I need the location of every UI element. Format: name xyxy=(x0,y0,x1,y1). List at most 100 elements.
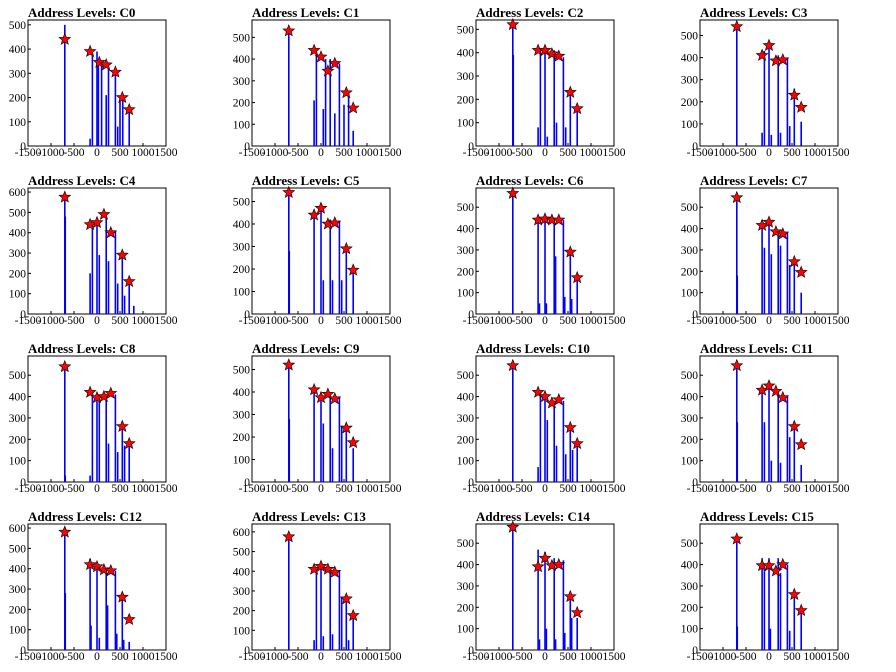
peak-marker xyxy=(570,605,584,619)
peak-marker xyxy=(314,559,328,572)
chart-title: Address Levels: C0 xyxy=(28,5,135,20)
chart-svg: Address Levels: C6-1500-1000 -500 0 500 1000… xyxy=(457,173,626,327)
y-tick-label: 200 xyxy=(457,94,475,106)
peak-marker xyxy=(570,270,584,284)
y-tick-label: 400 xyxy=(9,564,27,576)
subplot-c13: Address Levels: C13 -1500 -1000 -500 0 500 100… xyxy=(224,504,448,672)
y-tick-label: 0 xyxy=(468,309,474,321)
chart-svg: Address Levels: C1-1500-1000 -500 0 500 1000… xyxy=(233,5,402,159)
chart-title: Address Levels: C2 xyxy=(476,5,583,20)
peak-marker xyxy=(730,19,744,33)
peak-marker xyxy=(755,48,769,61)
y-tick-label: 500 xyxy=(9,207,27,219)
y-tick-label: 100 xyxy=(9,117,27,129)
x-tick-label: 1500 xyxy=(827,315,850,327)
peak-marker xyxy=(58,190,72,203)
x-tick-label: 0 xyxy=(318,483,324,495)
x-tick-label: -1500 xyxy=(687,483,714,495)
y-tick-label: 500 xyxy=(233,32,251,44)
peak-marker xyxy=(787,587,801,600)
chart-svg: Address Levels: C3-1500-1000 -500 0 500 1000… xyxy=(681,5,850,159)
peak-marker xyxy=(115,419,129,432)
y-tick-label: 100 xyxy=(233,287,251,299)
peak-marker xyxy=(730,532,744,545)
y-tick-label: 0 xyxy=(20,309,26,321)
peak-marker xyxy=(92,55,106,68)
chart-title: Address Levels: C6 xyxy=(476,173,584,188)
chart-title: Address Levels: C12 xyxy=(28,509,142,524)
peak-marker xyxy=(97,562,111,576)
x-tick-label: 0 xyxy=(542,651,548,663)
chart-svg: Address Levels: C11-1500-1000 -500 0 500 100… xyxy=(681,341,850,495)
y-tick-label: 200 xyxy=(233,606,251,618)
y-tick-label: 0 xyxy=(468,477,474,489)
x-tick-label: -1500 xyxy=(239,147,266,159)
peak-marker xyxy=(115,90,129,104)
x-tick-label: 500 xyxy=(783,651,801,663)
subplot-c2: Address Levels: C2 -1500 -1000 -500 0 500 1000… xyxy=(448,0,672,168)
peak-marker xyxy=(776,557,790,571)
x-tick-label: 500 xyxy=(111,651,129,663)
peak-marker xyxy=(339,85,353,99)
y-tick-label: 300 xyxy=(457,581,475,593)
peak-marker xyxy=(538,389,552,403)
peak-marker xyxy=(563,589,577,603)
subplot-c10: Address Levels: C10 -1500 -1000 -500 0 500 100… xyxy=(448,336,672,504)
subplot-c6: Address Levels: C6 -1500 -1000 -500 0 500 1000… xyxy=(448,168,672,336)
x-tick-label: -1000 xyxy=(38,651,65,663)
y-tick-label: 100 xyxy=(457,456,475,468)
y-tick-label: 200 xyxy=(681,97,699,109)
peak-marker xyxy=(321,562,335,575)
peak-marker xyxy=(339,421,353,434)
y-tick-label: 200 xyxy=(9,434,27,446)
x-tick-label: 1000 xyxy=(132,651,155,663)
x-tick-label: 1500 xyxy=(827,483,850,495)
peak-marker xyxy=(90,215,104,229)
x-tick-label: 1000 xyxy=(804,315,827,327)
x-tick-label: -1500 xyxy=(15,483,42,495)
x-tick-label: 1500 xyxy=(827,147,850,159)
x-tick-label: 0 xyxy=(766,315,772,327)
y-tick-label: 200 xyxy=(9,604,27,616)
chart-svg: Address Levels: C5-1500-1000 -500 0 500 1000… xyxy=(233,173,402,327)
x-tick-label: 500 xyxy=(559,483,577,495)
x-tick-label: 500 xyxy=(559,651,577,663)
subplot-c9: Address Levels: C9 -1500 -1000 -500 0 500 1000… xyxy=(224,336,448,504)
subplot-c0: Address Levels: C0 -1500 -1000 -500 0 500 1000… xyxy=(0,0,224,168)
peak-marker xyxy=(314,50,328,63)
y-tick-label: 100 xyxy=(681,288,699,300)
y-tick-label: 200 xyxy=(681,266,699,278)
y-tick-label: 400 xyxy=(457,392,475,404)
x-tick-label: 1000 xyxy=(580,483,603,495)
peak-marker xyxy=(346,263,360,276)
x-tick-label: -1500 xyxy=(239,651,266,663)
x-tick-label: -500 xyxy=(735,651,756,663)
x-tick-label: 0 xyxy=(318,651,324,663)
x-tick-label: -500 xyxy=(735,483,756,495)
y-tick-label: 500 xyxy=(457,538,475,550)
x-tick-label: 0 xyxy=(766,147,772,159)
y-tick-label: 500 xyxy=(233,547,251,559)
peak-marker xyxy=(762,215,776,228)
x-tick-label: 1500 xyxy=(603,651,626,663)
x-tick-label: -500 xyxy=(63,147,84,159)
y-tick-label: 0 xyxy=(20,141,26,153)
peak-marker xyxy=(104,386,118,399)
x-tick-label: 0 xyxy=(766,483,772,495)
chart-svg: Address Levels: C7-1500-1000 -500 0 500 1000… xyxy=(681,173,850,327)
y-tick-label: 500 xyxy=(681,202,699,214)
x-tick-label: 0 xyxy=(94,651,100,663)
y-tick-label: 100 xyxy=(681,456,699,468)
subplot-c5: Address Levels: C5 -1500 -1000 -500 0 500 1000… xyxy=(224,168,448,336)
x-tick-label: -1000 xyxy=(710,483,737,495)
x-tick-label: -500 xyxy=(735,315,756,327)
peak-marker xyxy=(787,88,801,101)
chart-title: Address Levels: C3 xyxy=(700,5,808,20)
x-tick-label: 1000 xyxy=(356,315,379,327)
chart-title: Address Levels: C4 xyxy=(28,173,136,188)
y-tick-label: 0 xyxy=(244,477,250,489)
peak-marker xyxy=(552,557,566,571)
y-tick-label: 200 xyxy=(457,602,475,614)
y-tick-label: 0 xyxy=(468,141,474,153)
subplot-c8: Address Levels: C8 -1500 -1000 -500 0 500 1000… xyxy=(0,336,224,504)
